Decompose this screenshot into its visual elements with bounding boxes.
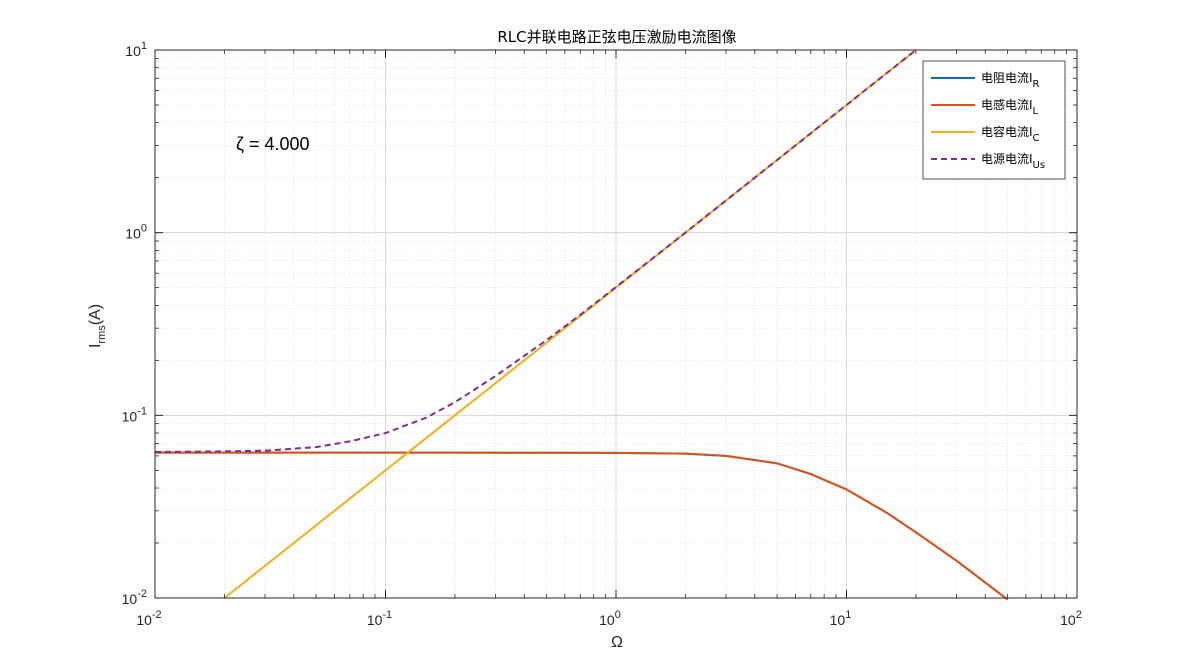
y-tick-exponent: 1	[141, 40, 147, 52]
series-layer	[154, 49, 1009, 601]
series-line-4	[154, 49, 917, 453]
y-tick-base: 10	[122, 591, 138, 607]
y-axis-label-sub: rms	[96, 325, 108, 344]
x-tick-base: 10	[599, 612, 615, 628]
legend-entry: 电源电流IUs	[981, 152, 1045, 171]
x-tick-exponent: -2	[152, 609, 162, 621]
y-axis-label: Irms(A)	[87, 304, 108, 348]
legend-entry-label: 电源电流I	[981, 152, 1033, 166]
y-tick-exponent: -2	[137, 588, 147, 600]
x-tick-label: 10-2	[136, 609, 161, 628]
legend-entry-subscript: R	[1033, 79, 1040, 90]
x-tick-base: 10	[1060, 612, 1076, 628]
y-axis-label-main: I	[87, 344, 104, 348]
x-tick-labels: 10-2 10-1 100 101 102	[136, 609, 1082, 628]
series-line-2	[155, 451, 1009, 601]
y-tick-label: 101	[125, 40, 147, 59]
x-tick-base: 10	[136, 612, 152, 628]
y-tick-label: 100	[125, 223, 147, 242]
x-tick-base: 10	[830, 612, 846, 628]
legend-entry-label: 电容电流I	[981, 124, 1033, 139]
x-tick-exponent: -1	[382, 609, 392, 621]
x-tick-exponent: 0	[615, 609, 621, 621]
y-tick-base: 10	[122, 408, 138, 424]
x-tick-exponent: 2	[1076, 609, 1082, 621]
legend-entry: 电感电流IL	[981, 97, 1039, 117]
y-tick-label: 10-2	[122, 588, 147, 607]
x-tick-label: 102	[1060, 609, 1082, 628]
legend-entry-label: 电阻电流I	[981, 71, 1033, 85]
x-tick-exponent: 1	[845, 609, 851, 621]
x-tick-label: 100	[599, 609, 621, 628]
y-tick-exponent: 0	[141, 223, 147, 235]
chart-title: RLC并联电路正弦电压激励电流图像	[497, 28, 736, 46]
y-tick-exponent: -1	[137, 405, 147, 417]
y-tick-base: 10	[125, 226, 141, 242]
legend-entry: 电容电流IC	[981, 124, 1040, 144]
tick-marks	[154, 49, 1078, 599]
legend-entry-subscript: Us	[1033, 160, 1046, 171]
legend-entry-label: 电感电流I	[981, 97, 1033, 112]
x-tick-label: 101	[830, 609, 852, 628]
legend-entry-subscript: L	[1033, 106, 1039, 117]
legend-entry: 电阻电流IR	[981, 71, 1040, 90]
y-tick-label: 10-1	[122, 405, 147, 424]
x-axis-label: Ω	[611, 634, 623, 651]
y-axis-label-suffix: (A)	[87, 304, 104, 325]
zeta-annotation: ζ = 4.000	[236, 134, 310, 154]
legend-entry-subscript: C	[1033, 133, 1040, 144]
x-tick-base: 10	[367, 612, 383, 628]
x-tick-label: 10-1	[367, 609, 392, 628]
y-tick-base: 10	[125, 43, 141, 59]
